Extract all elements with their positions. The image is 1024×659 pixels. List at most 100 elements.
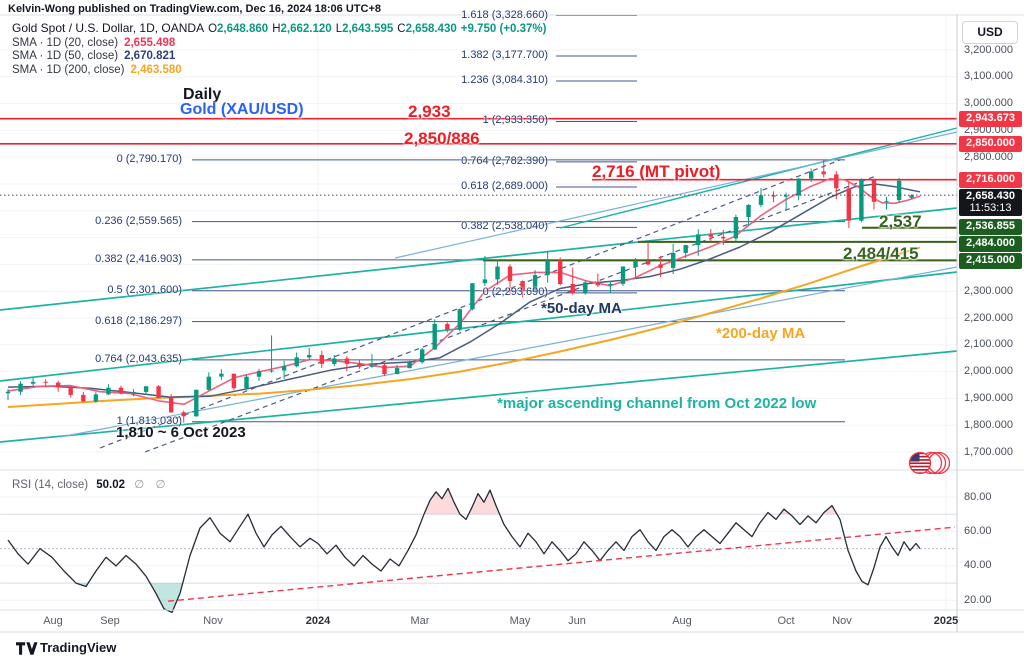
- minor-chann el-lower[interactable]: [59, 266, 958, 438]
- price-axis-badge: 2,658.430 11:53:13: [959, 188, 1022, 216]
- annotation-pivot-2716[interactable]: 2,716 (MT pivot): [592, 162, 721, 181]
- price-axis-badge: 2,943.673: [959, 111, 1022, 127]
- annotation-low-note[interactable]: 1,810 ~ 6 Oct 2023: [116, 424, 246, 441]
- fib-label: 0 (2,790.170): [116, 152, 182, 165]
- fib-label: 0.382 (2,538.040): [461, 220, 548, 233]
- rsi-value: 50.02: [96, 479, 126, 491]
- rsi-axis-tick: 60.00: [964, 524, 992, 537]
- price-axis-tick: 3,000.000: [964, 97, 1013, 110]
- minor-teal-line[interactable]: [559, 127, 958, 229]
- fib-label: 0.236 (2,559.565): [95, 214, 182, 227]
- price-axis-tick: 3,100.000: [964, 70, 1013, 83]
- fib-label: 0.382 (2,416.903): [95, 252, 182, 265]
- fib-label: 0.618 (2,689.000): [461, 179, 548, 192]
- time-axis-tick: Sep: [100, 615, 120, 627]
- rsi-line[interactable]: [7, 487, 921, 614]
- time-axis-tick: May: [509, 615, 531, 627]
- major-channel-mid[interactable]: [0, 271, 958, 382]
- fib-label: 1 (2,933.350): [482, 114, 548, 127]
- sma-legend-row-2[interactable]: SMA · 1D (200, close) 2,463.580: [12, 64, 546, 78]
- annotation-daily[interactable]: Daily: [183, 86, 222, 103]
- annotation-ma200-note[interactable]: *200-day MA: [716, 325, 806, 342]
- sma-label: SMA · 1D (200, close): [12, 63, 125, 76]
- time-axis-tick: Nov: [832, 615, 852, 627]
- sma-label: SMA · 1D (20, close): [12, 36, 119, 49]
- price-axis-tick: 2,300.000: [964, 284, 1013, 297]
- sma-value: 2,463.580: [130, 63, 182, 76]
- price-axis-badge: 2,415.000: [959, 252, 1022, 269]
- candlesticks: [5, 159, 914, 423]
- fib-label: 1.236 (3,084.310): [461, 74, 548, 86]
- publish-attribution: Kelvin-Wong published on TradingView.com…: [8, 3, 381, 15]
- ohlc-item: H2,662.120: [272, 23, 332, 35]
- annotation-res-2850[interactable]: 2,850/886: [404, 129, 480, 148]
- time-axis-tick: Oct: [777, 615, 795, 627]
- price-axis-badge: 2,716.000: [959, 172, 1022, 188]
- ohlc-item: L2,643.595: [335, 23, 394, 35]
- badge-countdown: 11:53:13: [969, 201, 1012, 214]
- currency-toggle-button[interactable]: USD: [962, 21, 1018, 44]
- fib-label: 0.764 (2,043.635): [95, 352, 182, 365]
- annotation-sup-2484[interactable]: 2,484/415: [843, 244, 919, 263]
- time-axis-tick: 2025: [933, 615, 959, 627]
- time-axis-tick: Mar: [410, 615, 430, 627]
- dashed-wedge-upper[interactable]: [99, 159, 841, 449]
- fib-label: 1 (1,813.030): [116, 414, 182, 427]
- sma-value: 2,655.498: [124, 36, 176, 49]
- price-axis-badge: 2,536.855: [959, 219, 1022, 235]
- ma-line-sma-50[interactable]: [7, 183, 921, 398]
- ohlc-value: 2,648.860: [217, 23, 269, 35]
- fib-label: 0 (2,293.690): [482, 285, 548, 298]
- price-axis-tick: 2,100.000: [964, 338, 1013, 351]
- annotation-ma50-note[interactable]: *50-day MA: [541, 300, 622, 317]
- time-axis-tick: Aug: [672, 615, 692, 627]
- sma-legend-row-1[interactable]: SMA · 1D (50, close) 2,670.821: [12, 50, 546, 64]
- us-flag-icon[interactable]: [906, 449, 950, 477]
- rsi-axis-tick: 80.00: [964, 490, 992, 503]
- fib-label: 0.5 (2,301.600): [107, 283, 182, 296]
- rsi-axis-tick: 20.00: [964, 593, 992, 606]
- price-axis-tick: 2,800.000: [964, 150, 1013, 163]
- price-axis-tick: 1,900.000: [964, 391, 1013, 404]
- dashed-wedge-lower[interactable]: [144, 175, 877, 453]
- time-axis-tick: Nov: [203, 615, 223, 627]
- footer-brand[interactable]: TradingView: [40, 640, 117, 655]
- major-channel-upper[interactable]: [0, 207, 958, 311]
- change-value: +9.750 (+0.37%): [460, 23, 547, 35]
- annotation-pair-title[interactable]: Gold (XAU/USD): [180, 101, 304, 118]
- price-axis-tick: 3,200.000: [964, 43, 1013, 56]
- annotation-res-2933[interactable]: 2,933: [408, 102, 451, 121]
- rsi-axis-tick: 40.00: [964, 559, 992, 572]
- price-axis-tick: 2,000.000: [964, 365, 1013, 378]
- rsi-hidden-plots-icon: ∅ ∅: [134, 479, 170, 491]
- symbol-title: Gold Spot / U.S. Dollar, 1D, OANDA: [12, 21, 205, 35]
- fib-label: 0.618 (2,186.297): [95, 314, 182, 327]
- annotation-channel-note[interactable]: *major ascending channel from Oct 2022 l…: [497, 395, 817, 412]
- fib-label: 1.618 (3,328.660): [461, 8, 548, 21]
- price-axis-tick: 1,800.000: [964, 418, 1013, 431]
- sma-legend-row-0[interactable]: SMA · 1D (20, close) 2,655.498: [12, 37, 546, 51]
- fib-label: 1.382 (3,177.700): [461, 48, 548, 61]
- annotation-sup-2537[interactable]: 2,537: [879, 212, 922, 231]
- rsi-trendline[interactable]: [167, 526, 956, 602]
- time-axis-tick: 2024: [305, 615, 331, 627]
- time-axis-tick: Jun: [568, 615, 586, 627]
- time-axis-tick: Aug: [43, 615, 63, 627]
- ohlc-value: 2,662.120: [280, 23, 332, 35]
- fib-label: 0.764 (2,782.390): [461, 154, 548, 167]
- rsi-legend[interactable]: RSI (14, close) 50.02 ∅ ∅: [12, 477, 169, 491]
- ohlc-item: O2,648.860: [208, 23, 269, 35]
- sma-value: 2,670.821: [124, 50, 176, 62]
- price-axis-tick: 2,200.000: [964, 311, 1013, 324]
- price-axis-tick: 1,700.000: [964, 445, 1013, 458]
- major-channel-lower[interactable]: [0, 350, 958, 443]
- sma-label: SMA · 1D (50, close): [12, 50, 119, 62]
- symbol-legend-row[interactable]: Gold Spot / U.S. Dollar, 1D, OANDA O2,648…: [12, 21, 547, 37]
- rsi-label: RSI (14, close): [12, 479, 89, 491]
- ohlc-value: 2,643.595: [342, 23, 394, 35]
- tradingview-logo-icon[interactable]: [16, 642, 38, 655]
- price-axis-badge: 2,484.000: [959, 235, 1022, 252]
- ohlc-item: C2,658.430: [397, 23, 457, 35]
